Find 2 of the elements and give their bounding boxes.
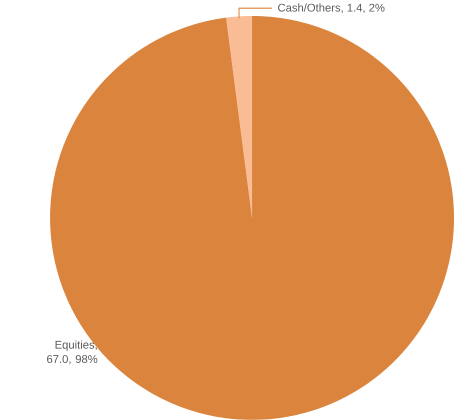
slice-label: Cash/Others bbox=[278, 3, 340, 12]
data-label: , 1.4, 2% bbox=[342, 4, 385, 14]
